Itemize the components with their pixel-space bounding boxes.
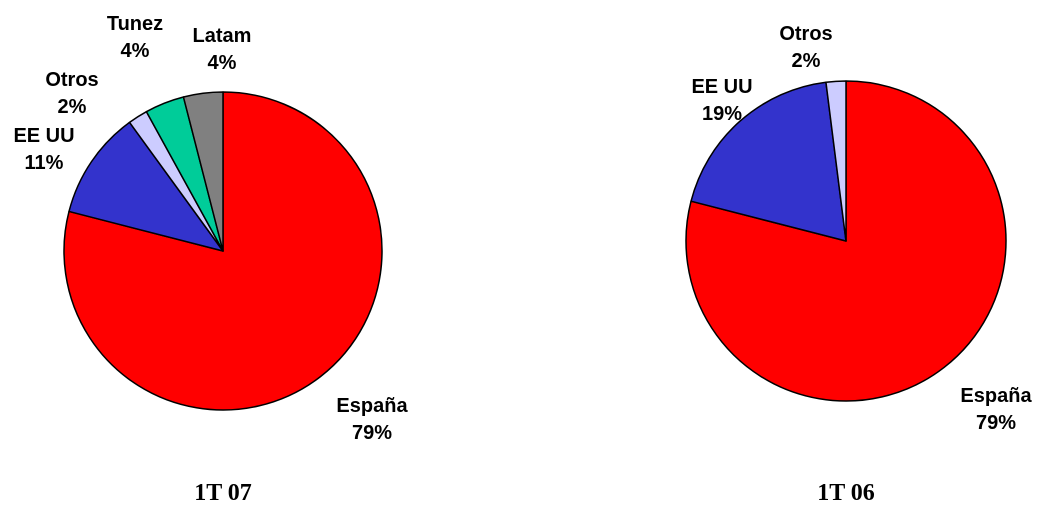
slice-label-espana: España 79% [336, 395, 408, 444]
slice-label-otros: Otros 2% [779, 23, 832, 72]
pie-labels-1t06: España 79% EE UU 19% Otros 2% [691, 23, 1032, 434]
slice-percent: 4% [121, 40, 150, 62]
slice-name: España [336, 395, 408, 417]
slice-name: España [960, 385, 1032, 407]
slice-label-otros: Otros 2% [45, 69, 98, 118]
slice-name: Tunez [107, 13, 163, 35]
slice-percent: 11% [25, 152, 64, 174]
pie-slice-ee-uu [690, 81, 847, 242]
slice-percent: 2% [792, 50, 821, 72]
pie-slices-1t07 [63, 91, 383, 411]
pie-labels-1t07: España 79% EE UU 11% Otros 2% Tunez 4% Latam 4% [13, 13, 408, 444]
pie-slices-1t06 [685, 80, 1007, 402]
pie-chart-1t06: España 79% EE UU 19% Otros 2% 1T 06 [685, 23, 1032, 506]
pie-chart-1t07: España 79% EE UU 11% Otros 2% Tunez 4% Latam 4% 1… [13, 13, 408, 506]
slice-name: Otros [45, 69, 98, 91]
pie-slice-otros [825, 80, 847, 242]
slice-percent: 4% [208, 52, 237, 74]
slice-label-espana: España 79% [960, 385, 1032, 434]
slice-label-latam: Latam 4% [193, 25, 252, 74]
pie-slice-ee-uu [68, 121, 224, 252]
slice-name: EE UU [691, 76, 752, 98]
pie-slice-latam [182, 91, 224, 252]
chart-title-1t06: 1T 06 [817, 480, 875, 506]
slice-percent: 2% [58, 96, 87, 118]
slice-label-ee-uu: EE UU 11% [13, 125, 74, 174]
slice-label-ee-uu: EE UU 19% [691, 76, 752, 125]
slice-percent: 79% [976, 412, 1016, 434]
chart-title-1t07: 1T 07 [194, 480, 252, 506]
slice-percent: 79% [352, 422, 392, 444]
slice-name: Otros [779, 23, 832, 45]
slice-name: Latam [193, 25, 252, 47]
slice-percent: 19% [702, 103, 742, 125]
slice-label-tunez: Tunez 4% [107, 13, 163, 62]
slice-name: EE UU [13, 125, 74, 147]
